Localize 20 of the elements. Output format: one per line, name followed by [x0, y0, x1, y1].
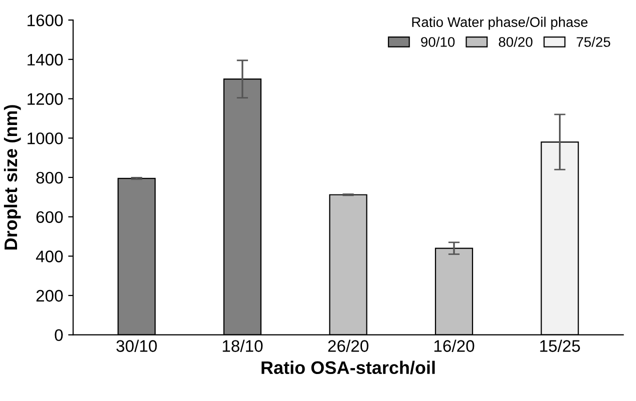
x-tick-label: 15/25 — [540, 340, 580, 352]
y-tick-label: 600 — [36, 211, 63, 223]
y-tick-label: 1000 — [28, 132, 63, 144]
x-tick-label: 18/10 — [222, 340, 263, 352]
y-tick-label: 1400 — [28, 54, 63, 66]
y-tick-label: 0 — [54, 329, 63, 342]
legend-title: Ratio Water phase/Oil phase — [412, 16, 588, 30]
y-tick-label: 200 — [36, 290, 63, 302]
legend-label: 90/10 — [421, 36, 455, 47]
legend-label: 75/25 — [576, 36, 610, 47]
legend-label: 80/20 — [498, 36, 532, 47]
y-tick-label: 1200 — [28, 93, 63, 105]
x-tick-label: 30/10 — [116, 340, 157, 352]
y-axis-title: Droplet size (nm) — [4, 105, 21, 250]
x-tick-label: 26/20 — [328, 340, 368, 352]
x-axis-title: Ratio OSA-starch/oil — [262, 360, 435, 374]
y-tick-label: 400 — [36, 250, 63, 262]
y-tick-label: 800 — [36, 172, 63, 184]
y-tick-label: 1600 — [28, 14, 63, 26]
x-tick-label: 16/20 — [434, 340, 474, 352]
